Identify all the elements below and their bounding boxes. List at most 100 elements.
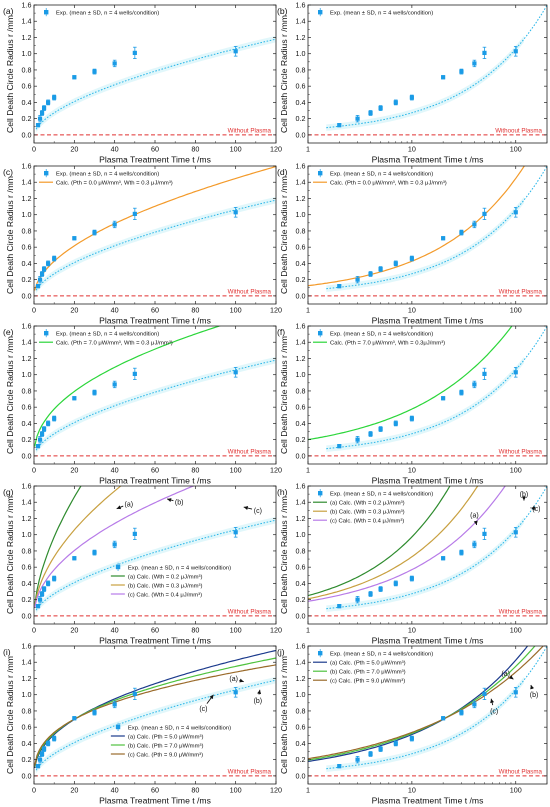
data-point <box>482 531 487 536</box>
data-point <box>441 396 446 401</box>
fit-line <box>326 166 547 290</box>
data-point <box>378 105 383 111</box>
fit-line <box>35 199 276 291</box>
fit-line <box>326 326 547 450</box>
panel-c: 0.0 0.2 0.4 0.6 0.8 1.0 1.2 1.4 1.6 0 20 40 60 80 100 1… <box>3 162 282 326</box>
y-tick-label: 0.2 <box>296 755 306 764</box>
y-tick-label: 0.8 <box>296 226 306 235</box>
panel-label: (d) <box>277 167 288 177</box>
without-plasma-label: Without Plasma <box>228 127 272 134</box>
x-tick-label: 100 <box>510 145 522 154</box>
y-tick-label: 0.8 <box>22 706 32 715</box>
x-axis-title: Plasma Treatment Time t /ms <box>99 155 211 165</box>
legend-entry-0: Exp. (mean ± SD, n = 4 wells/condition) <box>128 725 231 731</box>
x-tick-label: 1 <box>306 466 310 475</box>
y-tick-label: 0.6 <box>296 403 306 412</box>
annotation-label-1: (a) <box>125 501 134 508</box>
confidence-band <box>36 516 276 614</box>
data-point <box>132 50 137 55</box>
x-tick-label: 0 <box>32 466 36 475</box>
data-point <box>112 382 117 387</box>
data-point <box>37 437 43 442</box>
y-tick-label: 0.4 <box>296 259 306 268</box>
without-plasma-label: Without Plasma <box>228 288 272 295</box>
without-plasma-label: Without Plasma <box>499 448 543 455</box>
panel-label: (j) <box>277 647 285 657</box>
y-tick-label: 0.0 <box>296 771 306 780</box>
y-tick-label: 0.2 <box>296 275 306 284</box>
y-tick-label: 0.4 <box>22 419 32 428</box>
calc-curve-3 <box>308 486 506 602</box>
data-point <box>39 431 45 437</box>
data-point <box>52 416 57 421</box>
annotation-label-3: (c) <box>254 508 262 515</box>
x-tick-label: 60 <box>151 786 159 795</box>
data-point <box>441 716 446 721</box>
data-point <box>37 757 43 762</box>
y-tick-label: 0.2 <box>22 595 32 604</box>
data-point <box>472 61 477 66</box>
y-tick-label: 0.2 <box>296 595 306 604</box>
y-tick-label: 1.2 <box>22 354 32 363</box>
y-tick-label: 1.2 <box>296 194 306 203</box>
y-tick-label: 1.4 <box>296 17 306 26</box>
legend: Exp. (mean ± SD, n = 4 wells/condition) C… <box>39 169 173 187</box>
y-tick-label: 1.0 <box>22 690 32 699</box>
annotation-arrowhead-1 <box>509 675 514 680</box>
legend-entry-1: (a) Calc. (Pth = 5.0 μW/mm³) <box>128 734 204 740</box>
axes-frame <box>307 165 548 305</box>
y-axis-title: Cell Death Circle Radius r /mm <box>5 336 15 454</box>
data-point <box>368 110 373 116</box>
x-tick-label: 10 <box>408 626 416 635</box>
data-point <box>513 210 518 215</box>
data-point <box>92 230 97 235</box>
x-axis-title: Plasma Treatment Time t /ms <box>372 796 484 806</box>
y-tick-label: 0.6 <box>296 723 306 732</box>
y-tick-label: 1.6 <box>22 162 32 171</box>
legend: Exp. (mean ± SD, n = 4 wells/condition) C… <box>39 329 173 347</box>
data-point <box>112 61 117 66</box>
without-plasma-label: Without Plasma <box>228 768 272 775</box>
x-tick-label: 10 <box>408 145 416 154</box>
y-tick-label: 0.8 <box>22 546 32 555</box>
y-tick-label: 0.6 <box>22 403 32 412</box>
y-tick-label: 0.2 <box>296 114 306 123</box>
data-point <box>233 690 238 695</box>
y-tick-label: 0.8 <box>22 65 32 74</box>
y-tick-label: 0.6 <box>296 563 306 572</box>
data-point <box>337 764 342 769</box>
y-tick-label: 0.2 <box>22 755 32 764</box>
y-tick-label: 0.0 <box>22 451 32 460</box>
data-point <box>72 75 77 80</box>
y-tick-label: 0.8 <box>296 386 306 395</box>
calc-curve-2 <box>308 486 479 600</box>
y-tick-label: 1.6 <box>296 1 306 10</box>
plot-area-i <box>34 649 276 777</box>
plot-area-g <box>34 486 276 617</box>
data-point <box>409 416 414 421</box>
plot-area-c <box>34 166 276 297</box>
y-tick-label: 1.2 <box>296 674 306 683</box>
data-point <box>39 751 45 757</box>
y-tick-label: 1.4 <box>22 178 32 187</box>
data-point <box>513 530 518 535</box>
annotation-arrowhead-1 <box>473 520 478 525</box>
y-tick-label: 1.6 <box>296 322 306 331</box>
x-tick-label: 100 <box>510 626 522 635</box>
confidence-band <box>36 356 276 454</box>
y-tick-label: 0.0 <box>22 291 32 300</box>
annotation-arrowhead-2 <box>530 684 535 690</box>
y-tick-label: 0.0 <box>296 611 306 620</box>
y-tick-label: 0.6 <box>22 723 32 732</box>
panel-f: 0.0 0.2 0.4 0.6 0.8 1.0 1.2 1.4 1.6 1 10 100 Plasma … <box>277 322 548 486</box>
panel-label: (e) <box>3 327 14 337</box>
legend-entry-0: Exp. (mean ± SD, n = 4 wells/condition) <box>56 332 159 338</box>
data-point <box>46 421 51 426</box>
y-tick-label: 0.2 <box>22 114 32 123</box>
panel-a: 0.0 0.2 0.4 0.6 0.8 1.0 1.2 1.4 1.6 0 20 40 60 80 100 1… <box>3 1 282 165</box>
panel-label: (b) <box>277 6 288 16</box>
y-tick-label: 1.0 <box>296 370 306 379</box>
y-tick-label: 0.0 <box>22 611 32 620</box>
y-tick-label: 1.0 <box>296 530 306 539</box>
